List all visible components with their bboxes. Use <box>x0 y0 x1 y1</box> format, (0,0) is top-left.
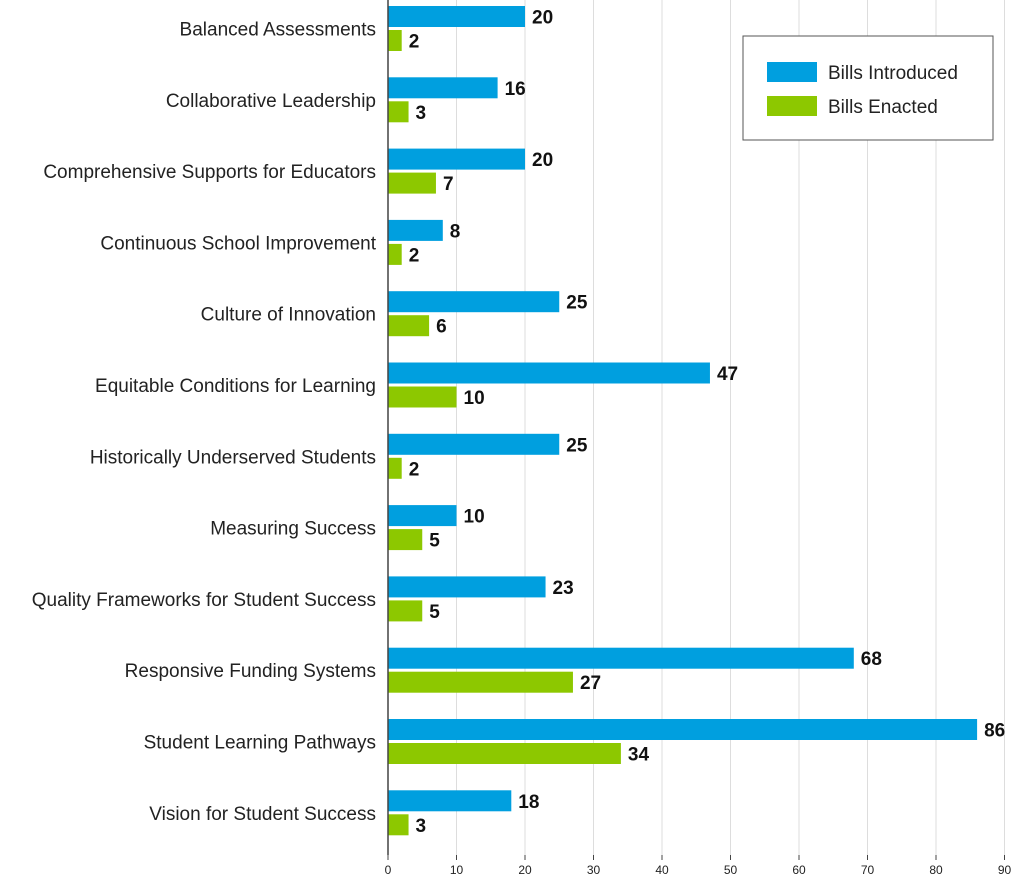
legend: Bills Introduced Bills Enacted <box>742 35 994 141</box>
data-label-bills-introduced: 16 <box>505 79 526 100</box>
bar-bills-introduced <box>388 6 525 27</box>
data-label-bills-enacted: 27 <box>580 673 601 694</box>
x-tick-label: 40 <box>655 863 669 877</box>
data-label-bills-introduced: 18 <box>518 792 539 813</box>
data-label-bills-enacted: 7 <box>443 174 454 195</box>
category-label: Collaborative Leadership <box>166 91 376 112</box>
legend-swatch-bills-enacted <box>767 96 817 116</box>
x-tick-label: 60 <box>792 863 806 877</box>
bar-bills-enacted <box>388 30 402 51</box>
category-label: Vision for Student Success <box>149 804 376 825</box>
data-label-bills-introduced: 86 <box>984 721 1005 742</box>
x-tick-label: 70 <box>861 863 875 877</box>
data-label-bills-introduced: 68 <box>861 649 882 670</box>
bar-bills-introduced <box>388 148 525 170</box>
data-label-bills-introduced: 25 <box>566 435 588 456</box>
data-label-bills-introduced: 20 <box>532 8 553 29</box>
bar-bills-introduced <box>388 433 560 455</box>
legend-swatch-bills-introduced <box>767 62 817 82</box>
bar-bills-enacted <box>388 600 423 622</box>
data-label-bills-enacted: 6 <box>436 317 447 338</box>
data-label-bills-introduced: 20 <box>532 150 553 171</box>
x-tick-label: 10 <box>450 863 464 877</box>
bar-bills-introduced <box>388 291 560 313</box>
bar-bills-enacted <box>388 101 409 123</box>
bar-bills-enacted <box>388 315 430 337</box>
bar-bills-enacted <box>388 814 409 836</box>
bar-bills-enacted <box>388 529 423 551</box>
data-label-bills-enacted: 2 <box>409 32 420 53</box>
data-label-bills-enacted: 2 <box>409 459 420 480</box>
x-tick-label: 30 <box>587 863 601 877</box>
value-labels: 20 2 16 3 20 7 8 2 25 6 47 10 25 2 10 5 23 5 68 27 86 34 18 3 <box>409 8 1006 837</box>
x-axis-ticks: 0 10 20 30 40 50 60 70 80 90 <box>385 855 1012 877</box>
grid-lines <box>456 0 1005 855</box>
category-label: Equitable Conditions for Learning <box>95 376 376 397</box>
bar-bills-introduced <box>388 362 710 384</box>
category-label: Culture of Innovation <box>201 305 376 326</box>
category-label: Historically Underserved Students <box>90 447 376 468</box>
legend-label-bills-introduced: Bills Introduced <box>828 63 958 84</box>
legend-label-bills-enacted: Bills Enacted <box>828 97 938 118</box>
bar-bills-enacted <box>388 671 573 693</box>
bar-bills-introduced <box>388 790 512 812</box>
bar-bills-enacted <box>388 172 436 194</box>
category-label: Balanced Assessments <box>180 20 376 41</box>
data-label-bills-enacted: 5 <box>429 602 440 623</box>
data-label-bills-introduced: 25 <box>566 293 588 314</box>
x-tick-label: 0 <box>385 863 392 877</box>
data-label-bills-introduced: 23 <box>553 578 574 599</box>
category-label: Measuring Success <box>210 519 376 540</box>
bar-bills-enacted <box>388 743 621 764</box>
data-label-bills-introduced: 8 <box>450 221 461 242</box>
x-tick-label: 20 <box>518 863 532 877</box>
bar-bills-enacted <box>388 386 457 408</box>
category-label: Comprehensive Supports for Educators <box>43 162 376 183</box>
bars <box>388 6 978 836</box>
category-label: Responsive Funding Systems <box>125 661 376 682</box>
category-label: Student Learning Pathways <box>144 733 376 754</box>
bar-bills-introduced <box>388 647 854 669</box>
bar-bills-introduced <box>388 576 546 598</box>
data-label-bills-introduced: 10 <box>464 507 485 528</box>
data-label-bills-enacted: 3 <box>416 103 427 124</box>
category-label: Quality Frameworks for Student Success <box>32 590 376 611</box>
data-label-bills-introduced: 47 <box>717 364 738 385</box>
data-label-bills-enacted: 2 <box>409 245 420 266</box>
category-label: Continuous School Improvement <box>100 233 376 254</box>
bar-bills-introduced <box>388 719 978 740</box>
data-label-bills-enacted: 10 <box>464 388 485 409</box>
bar-bills-enacted <box>388 457 402 479</box>
bar-bills-introduced <box>388 505 457 527</box>
data-label-bills-enacted: 5 <box>429 531 440 552</box>
data-label-bills-enacted: 3 <box>416 816 427 837</box>
legend-box <box>742 35 994 141</box>
data-label-bills-enacted: 34 <box>628 745 650 766</box>
category-labels: Balanced Assessments Collaborative Leader… <box>32 20 377 825</box>
bar-bills-introduced <box>388 77 498 99</box>
x-tick-label: 90 <box>998 863 1012 877</box>
bar-bills-enacted <box>388 243 402 265</box>
x-tick-label: 50 <box>724 863 738 877</box>
x-tick-label: 80 <box>929 863 943 877</box>
bar-bills-introduced <box>388 219 443 241</box>
